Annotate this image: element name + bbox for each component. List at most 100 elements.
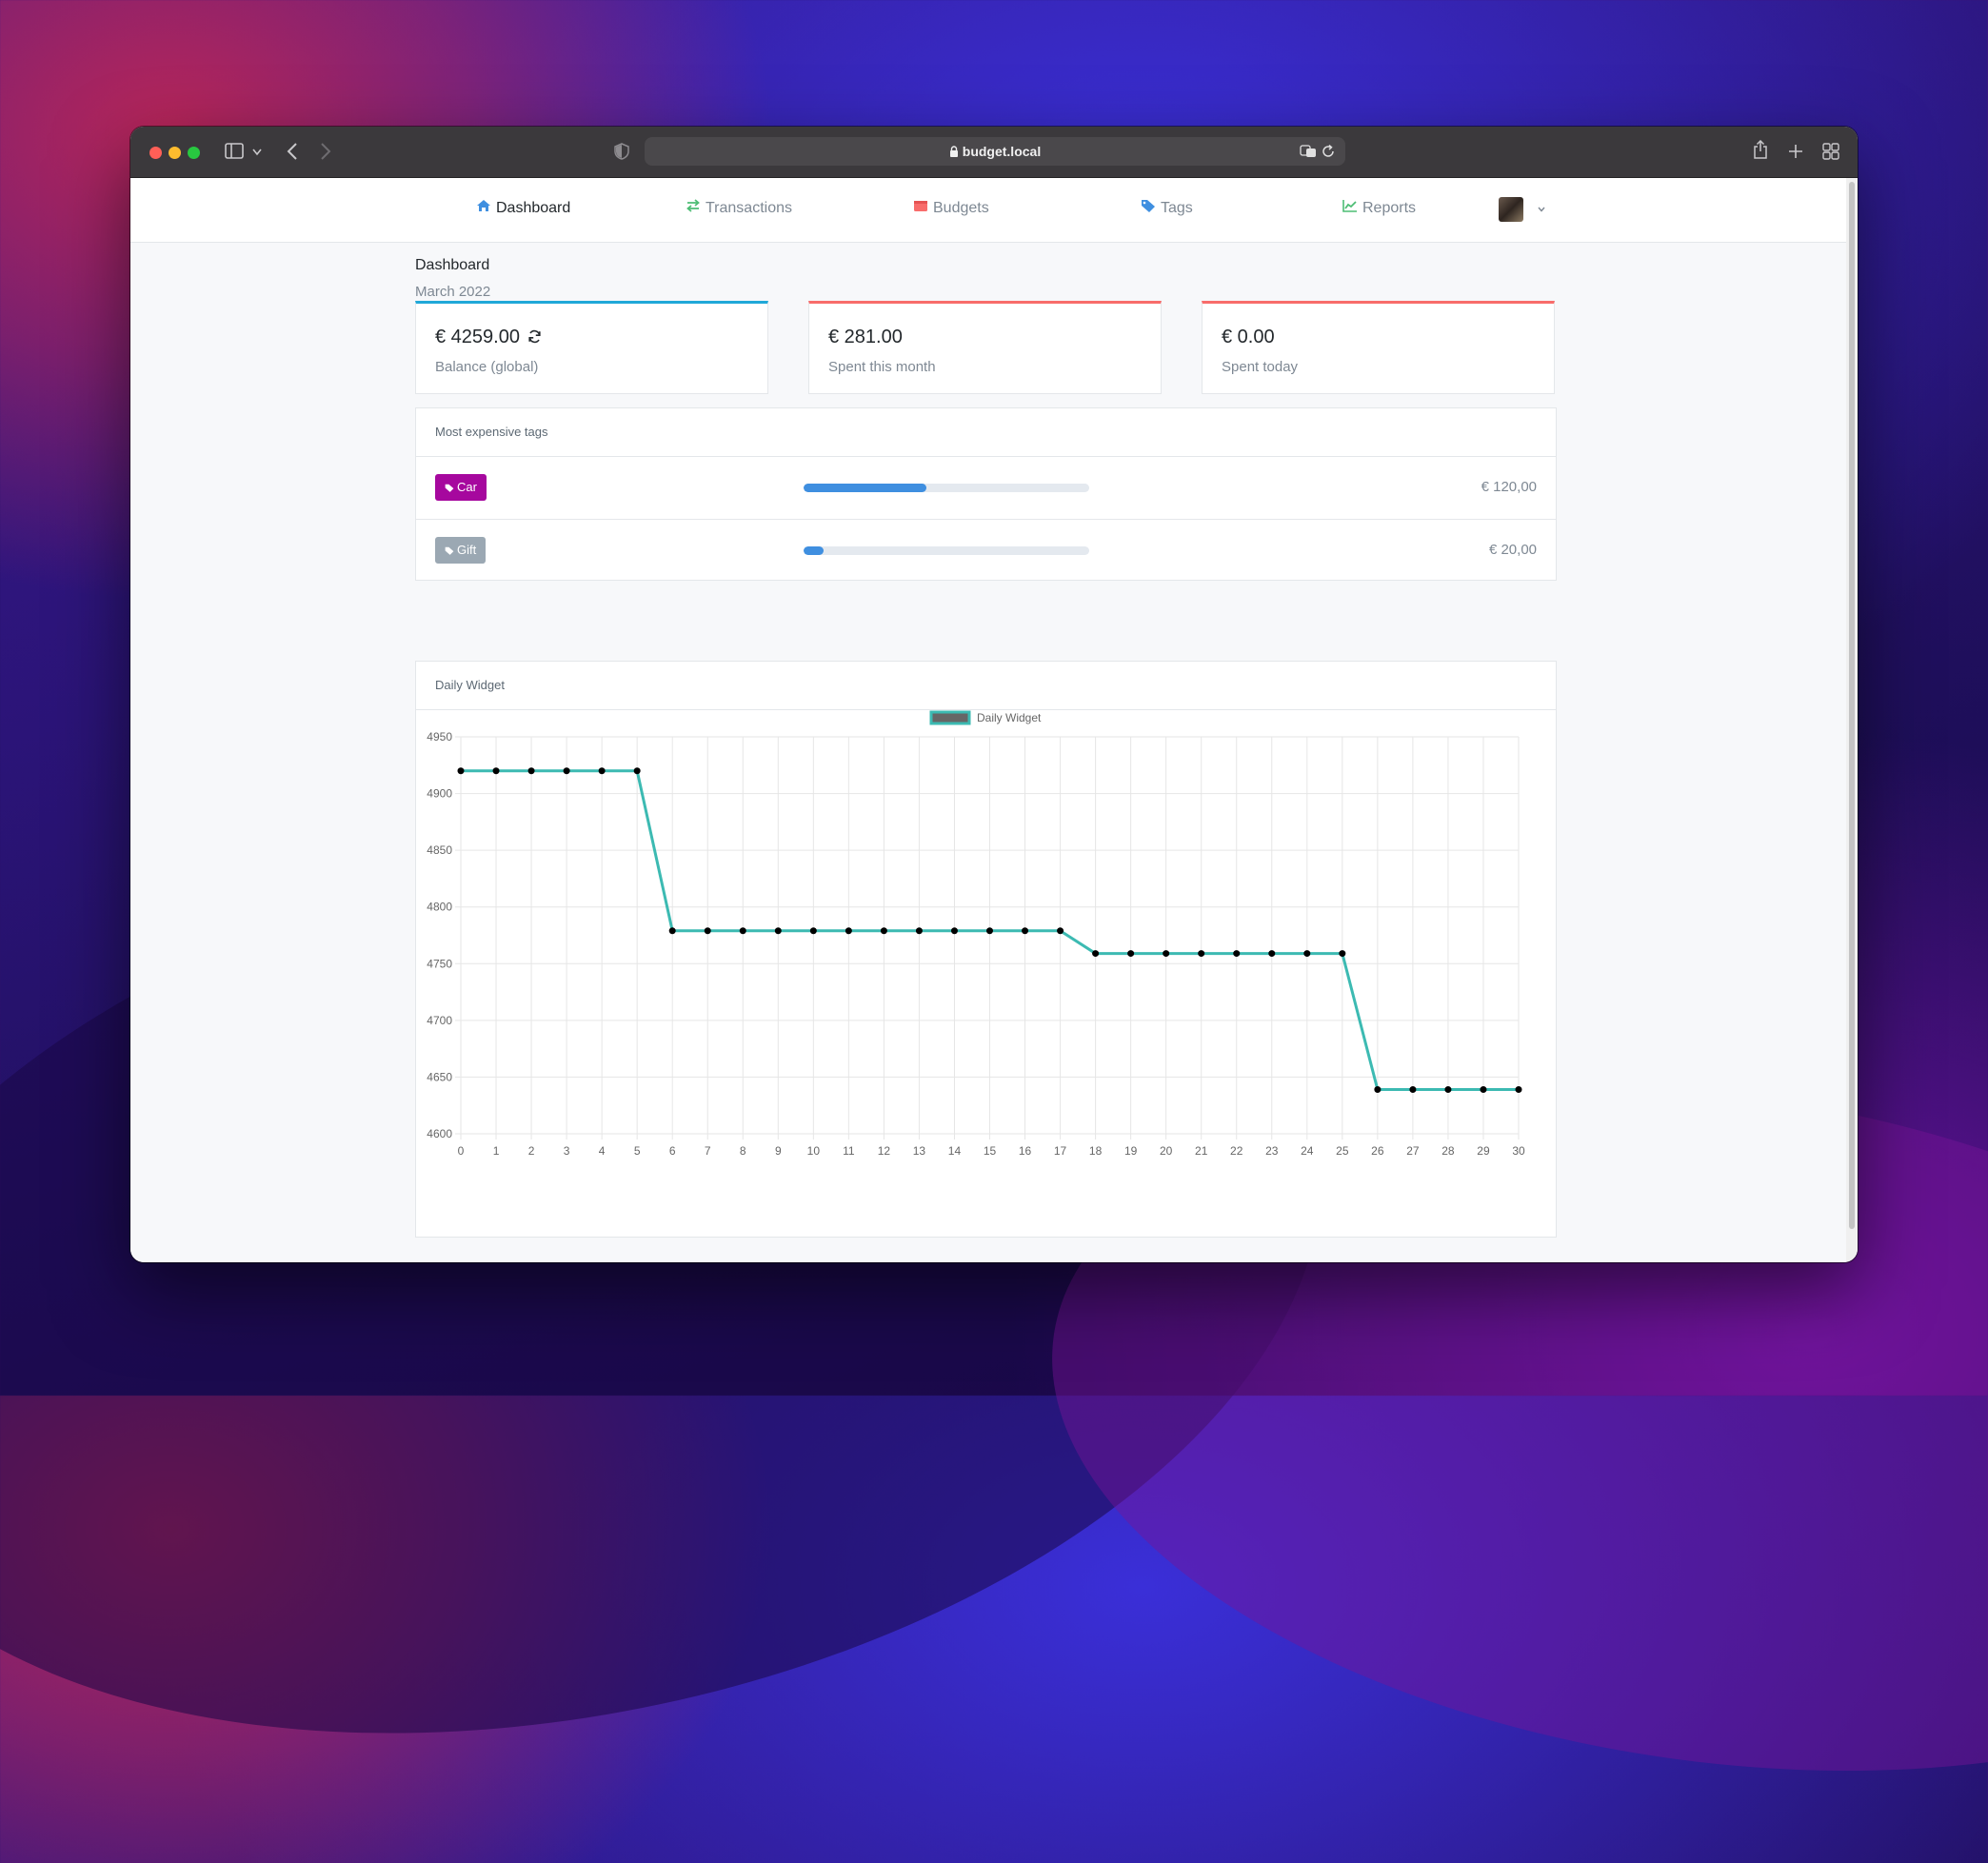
y-tick-label: 4950	[427, 730, 452, 743]
legend-label: Daily Widget	[977, 711, 1042, 724]
stat-label: Spent this month	[828, 359, 936, 375]
chevron-down-icon[interactable]	[1538, 207, 1545, 212]
stat-card-balance: € 4259.00 Balance (global)	[415, 301, 768, 394]
tag-icon	[1142, 200, 1155, 212]
reload-icon[interactable]	[1322, 145, 1335, 158]
line-chart-icon	[1342, 200, 1357, 212]
window-minimize-button[interactable]	[169, 147, 181, 159]
page-content: Dashboard Transactions Budgets	[130, 178, 1846, 1262]
window-zoom-button[interactable]	[188, 147, 200, 159]
stat-label: Balance (global)	[435, 359, 539, 375]
privacy-shield-icon[interactable]	[614, 143, 629, 160]
wallet-icon	[914, 201, 927, 211]
data-point	[774, 927, 782, 935]
tab-overview-icon[interactable]	[1822, 143, 1839, 160]
y-tick-label: 4600	[427, 1127, 452, 1140]
x-tick-label: 16	[1019, 1144, 1032, 1158]
data-point	[1339, 950, 1346, 958]
x-tick-label: 5	[634, 1144, 641, 1158]
browser-toolbar: budget.local	[130, 127, 1858, 178]
back-arrow-icon[interactable]	[287, 143, 298, 160]
share-icon[interactable]	[1753, 140, 1768, 159]
nav-transactions[interactable]: Transactions	[685, 199, 792, 217]
daily-chart: 4600 4650 4700 4750 4800 4850 4900 4950 0 1 2 3 4 5 6 7…	[416, 710, 1558, 1262]
top-navbar: Dashboard Transactions Budgets	[130, 178, 1846, 243]
progress-fill	[804, 484, 926, 492]
address-bar[interactable]: budget.local	[645, 137, 1345, 166]
tag-progress-bar	[804, 546, 1089, 555]
x-tick-label: 23	[1265, 1144, 1279, 1158]
progress-fill	[804, 546, 824, 555]
tag-progress-bar	[804, 484, 1089, 492]
nav-reports-label: Reports	[1362, 200, 1417, 216]
data-point	[1409, 1086, 1417, 1094]
x-tick-label: 11	[843, 1144, 855, 1158]
tag-name: Gift	[457, 543, 477, 557]
browser-window: budget.local	[130, 127, 1858, 1262]
chevron-down-icon[interactable]	[252, 149, 262, 156]
data-point	[915, 927, 923, 935]
stat-value: € 281.00	[828, 327, 903, 347]
x-tick-label: 18	[1089, 1144, 1103, 1158]
data-point	[1303, 950, 1311, 958]
data-point	[563, 767, 570, 775]
page-title: Dashboard	[415, 257, 490, 273]
data-point	[457, 767, 465, 775]
nav-budgets-label: Budgets	[933, 200, 989, 216]
x-tick-label: 28	[1441, 1144, 1455, 1158]
tag-row: Gift € 20,00	[416, 519, 1556, 581]
nav-budgets[interactable]: Budgets	[912, 199, 989, 217]
panel-header: Daily Widget	[416, 662, 1556, 710]
x-tick-label: 26	[1371, 1144, 1384, 1158]
data-point	[809, 927, 817, 935]
new-tab-icon[interactable]	[1788, 144, 1803, 159]
data-point	[1163, 950, 1170, 958]
legend-swatch	[929, 710, 971, 725]
lock-icon	[949, 146, 958, 157]
x-tick-label: 10	[807, 1144, 821, 1158]
x-tick-label: 17	[1054, 1144, 1067, 1158]
data-point	[1127, 950, 1135, 958]
translate-icon[interactable]	[1300, 145, 1317, 158]
data-point	[1198, 950, 1205, 958]
x-tick-label: 1	[493, 1144, 500, 1158]
data-point	[880, 927, 887, 935]
page-scrollbar[interactable]	[1846, 178, 1858, 1262]
nav-tags[interactable]: Tags	[1140, 199, 1193, 217]
forward-arrow-icon[interactable]	[320, 143, 331, 160]
y-tick-label: 4650	[427, 1070, 452, 1083]
nav-dashboard-label: Dashboard	[496, 200, 571, 216]
tag-amount: € 120,00	[1481, 479, 1537, 495]
nav-reports[interactable]: Reports	[1342, 199, 1416, 217]
y-tick-label: 4900	[427, 787, 452, 801]
x-tick-label: 15	[984, 1144, 997, 1158]
stat-card-spent-month: € 281.00 Spent this month	[808, 301, 1162, 394]
data-point	[1480, 1086, 1487, 1094]
window-close-button[interactable]	[149, 147, 162, 159]
home-icon	[477, 200, 490, 211]
data-point	[598, 767, 606, 775]
scrollbar-thumb[interactable]	[1849, 182, 1855, 1229]
page-subtitle: March 2022	[415, 284, 491, 300]
data-point	[527, 767, 535, 775]
data-point	[739, 927, 746, 935]
data-point	[1374, 1086, 1382, 1094]
sidebar-toggle-icon[interactable]	[225, 143, 244, 159]
x-tick-label: 30	[1512, 1144, 1525, 1158]
data-point	[845, 927, 852, 935]
nav-dashboard[interactable]: Dashboard	[475, 199, 570, 217]
x-tick-label: 25	[1336, 1144, 1349, 1158]
tag-icon	[445, 546, 454, 555]
tag-badge-gift[interactable]: Gift	[435, 537, 487, 564]
stat-value: € 4259.00	[435, 327, 542, 348]
data-point	[950, 927, 958, 935]
tag-badge-car[interactable]: Car	[435, 474, 487, 501]
x-tick-label: 9	[775, 1144, 782, 1158]
y-tick-label: 4800	[427, 901, 452, 914]
x-tick-label: 29	[1477, 1144, 1490, 1158]
user-avatar[interactable]	[1499, 197, 1523, 222]
x-tick-label: 24	[1301, 1144, 1314, 1158]
x-tick-label: 6	[669, 1144, 676, 1158]
refresh-icon[interactable]	[527, 329, 542, 344]
